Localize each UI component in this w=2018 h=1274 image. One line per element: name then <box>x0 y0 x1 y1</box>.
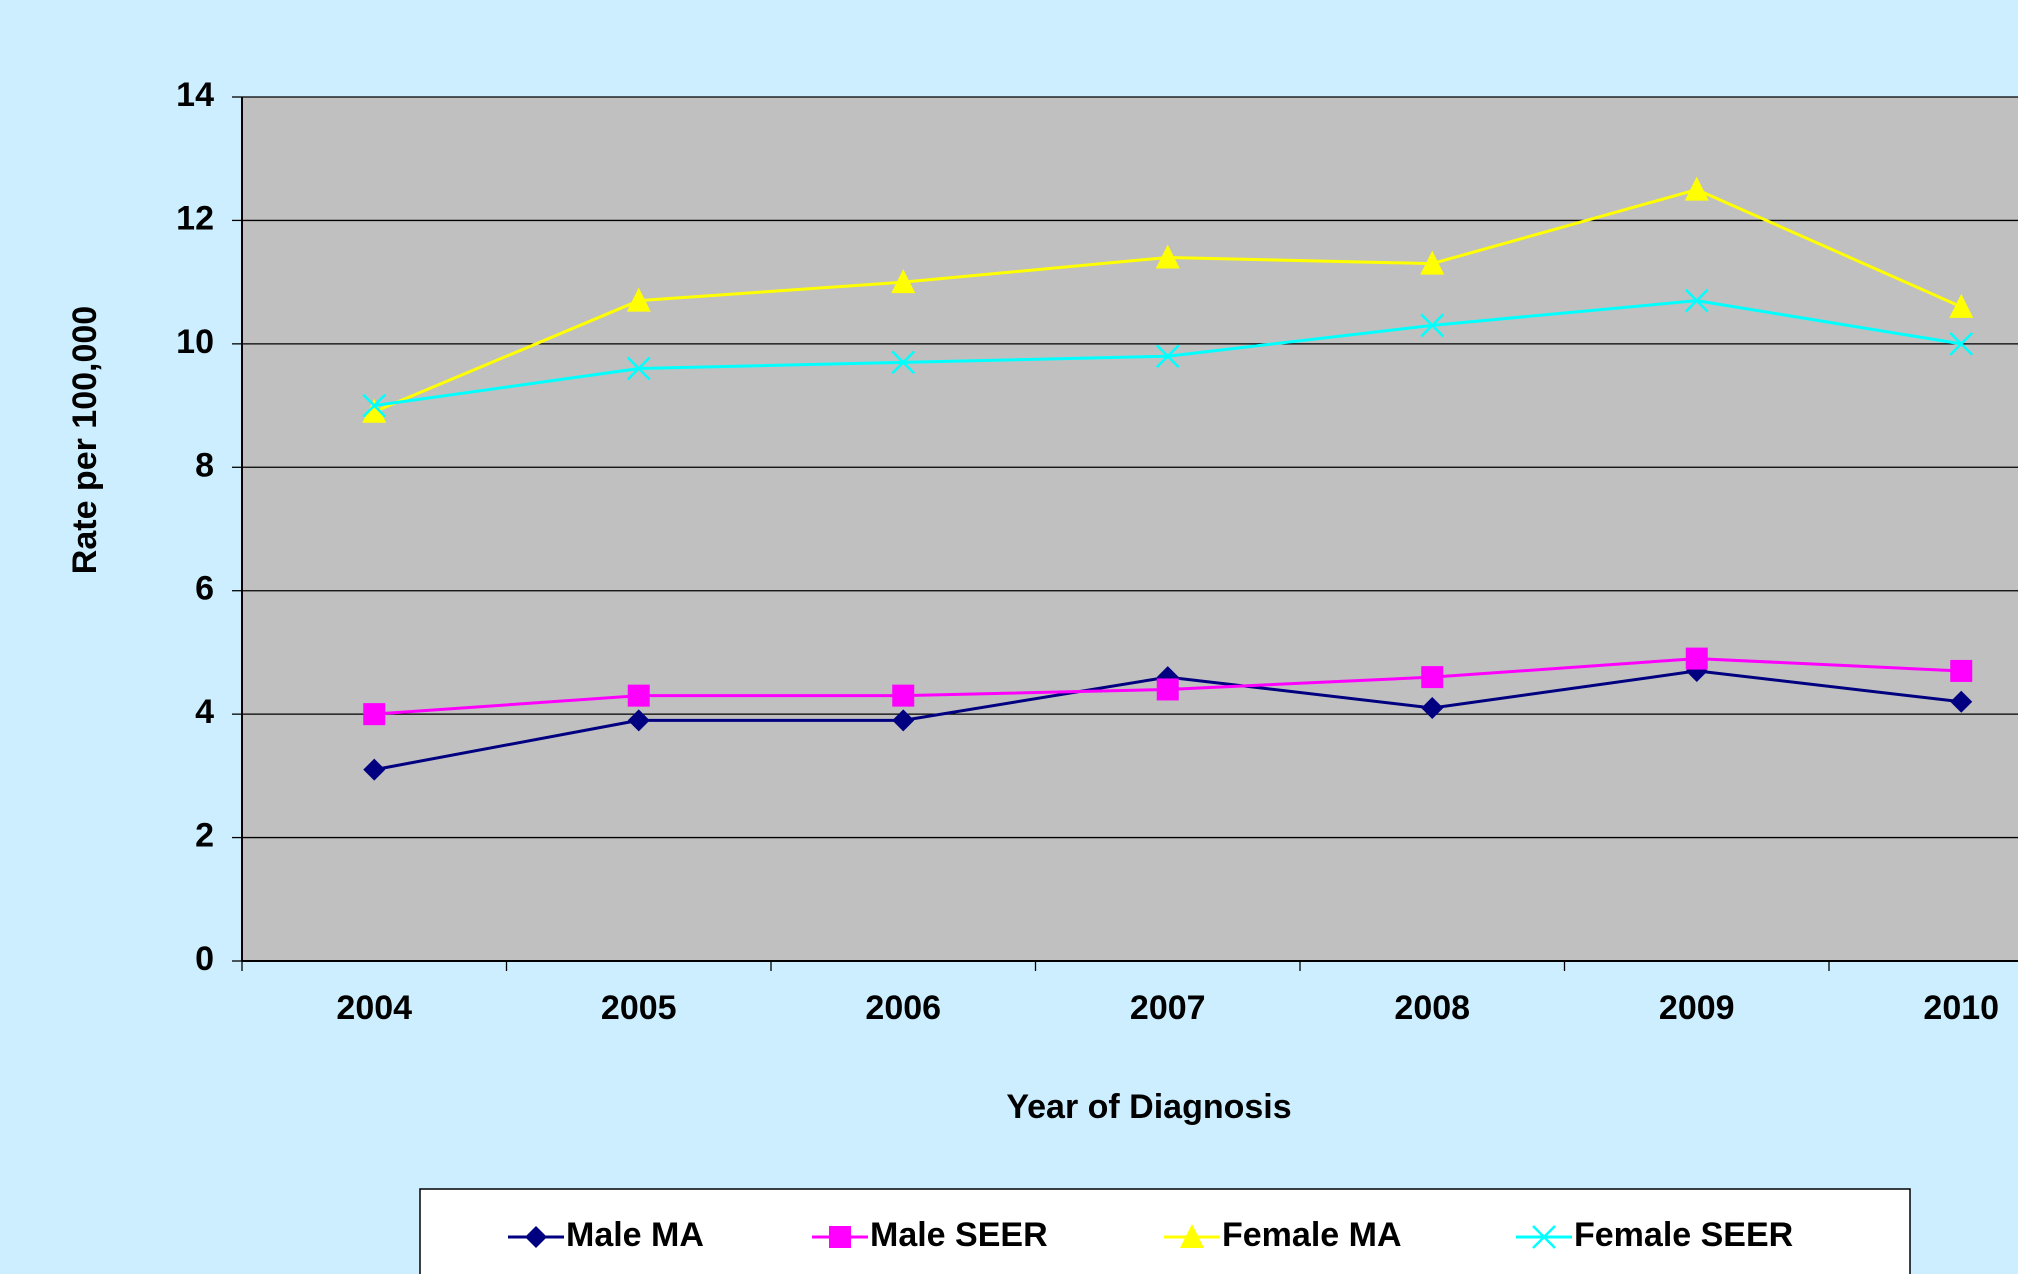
marker <box>1684 288 1709 313</box>
marker <box>362 398 387 423</box>
legend-label: Male MA <box>566 1216 704 1254</box>
x-tick-label: 2008 <box>1394 989 1470 1027</box>
marker <box>1950 659 1973 682</box>
marker <box>1685 647 1708 670</box>
x-axis-title: Year of Diagnosis <box>1006 1088 1291 1126</box>
marker <box>1421 696 1444 719</box>
x-tick-label: 2010 <box>1923 989 1999 1027</box>
marker <box>1532 1225 1556 1249</box>
x-tick-label: 2009 <box>1659 989 1735 1027</box>
marker <box>1180 1224 1204 1248</box>
y-tick-label: 0 <box>195 940 214 978</box>
y-tick-label: 14 <box>176 76 214 114</box>
y-tick-label: 4 <box>195 693 214 731</box>
marker <box>1421 666 1444 689</box>
x-tick-label: 2006 <box>865 989 941 1027</box>
y-axis-title: Rate per 100,000 <box>66 306 104 574</box>
marker <box>363 758 386 781</box>
x-tick-label: 2004 <box>336 989 412 1027</box>
y-tick-label: 6 <box>195 570 214 608</box>
marker <box>1420 250 1445 275</box>
marker <box>1156 678 1179 701</box>
marker <box>626 356 651 381</box>
marker <box>626 287 651 312</box>
y-tick-label: 8 <box>195 446 214 484</box>
marker <box>891 350 916 375</box>
legend-box <box>419 1188 1911 1274</box>
marker <box>627 684 650 707</box>
marker <box>891 269 916 294</box>
marker <box>1949 331 1974 356</box>
legend-label: Female MA <box>1222 1216 1402 1254</box>
marker <box>1155 244 1180 269</box>
x-tick-label: 2005 <box>601 989 677 1027</box>
legend: Male MA Male SEER Female MA Female SEER <box>419 1188 1911 1274</box>
y-tick-label: 2 <box>195 817 214 855</box>
marker <box>362 393 387 418</box>
x-tick-label: 2007 <box>1130 989 1206 1027</box>
marker <box>892 684 915 707</box>
marker <box>1155 344 1180 369</box>
y-tick-label: 12 <box>176 199 214 237</box>
marker <box>1684 176 1709 201</box>
y-tick-label: 10 <box>176 323 214 361</box>
legend-label: Male SEER <box>870 1216 1048 1254</box>
marker <box>1420 313 1445 338</box>
marker <box>525 1226 547 1248</box>
marker <box>829 1226 851 1248</box>
marker <box>892 709 915 732</box>
marker <box>1950 690 1973 713</box>
marker <box>363 703 386 726</box>
marker <box>627 709 650 732</box>
legend-label: Female SEER <box>1574 1216 1793 1254</box>
marker <box>1949 293 1974 318</box>
plot-area <box>242 97 2018 961</box>
